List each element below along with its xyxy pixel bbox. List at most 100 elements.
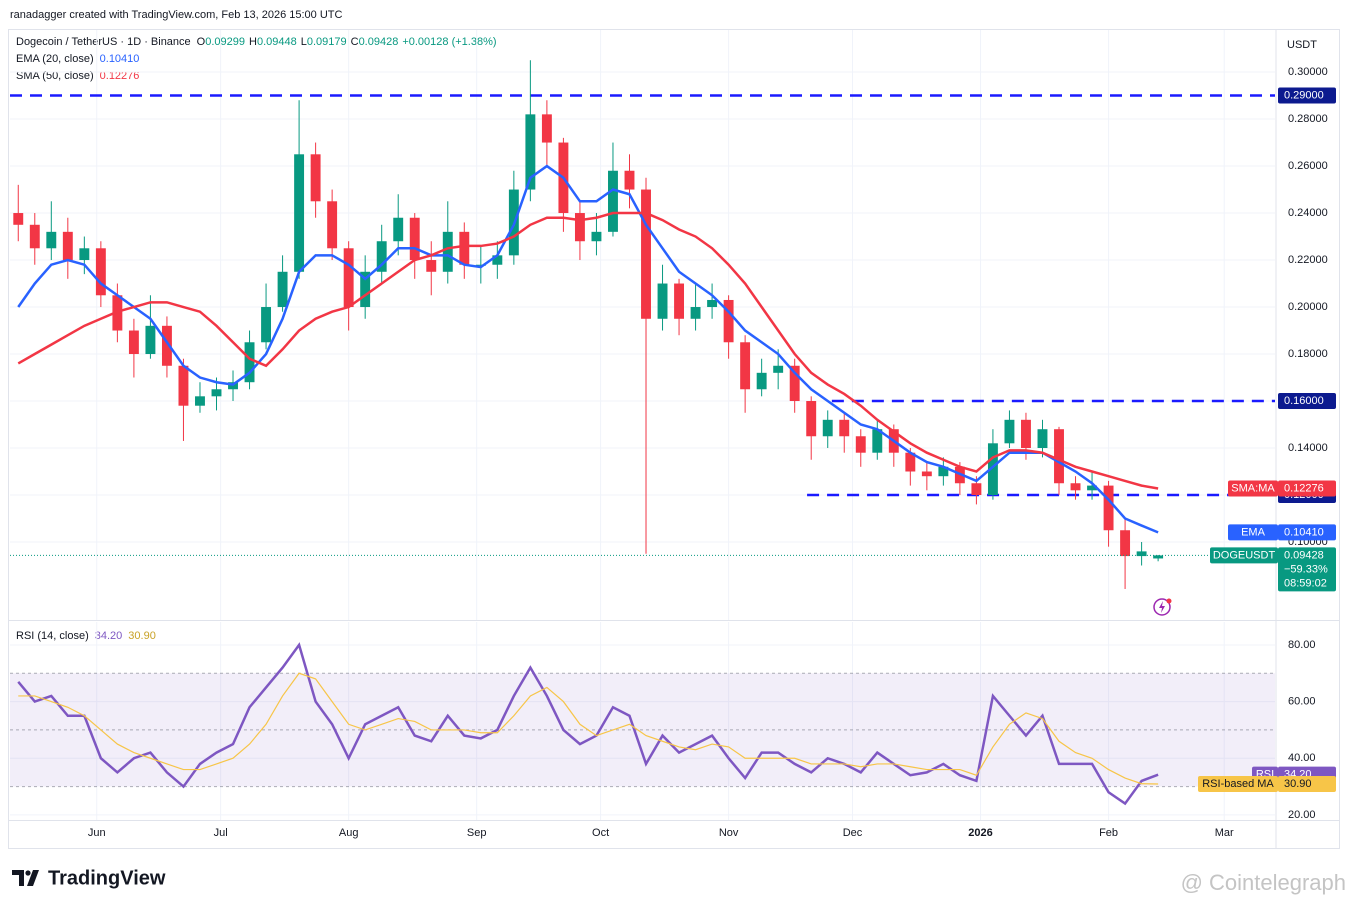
axis-tag: [1278, 547, 1336, 592]
candle-body: [360, 271, 371, 308]
candle-body: [987, 443, 998, 495]
x-tick-label: Mar: [1215, 827, 1234, 839]
candle-body: [855, 436, 866, 453]
y-tick-label: 60.00: [1288, 696, 1316, 708]
y-tick-label: 0.30000: [1288, 66, 1328, 78]
candle-body: [1070, 483, 1081, 491]
candle-body: [145, 325, 156, 355]
candle-body: [624, 170, 635, 190]
candle-body: [211, 389, 222, 397]
series-tag: [1228, 524, 1278, 541]
y-tick-label: 20.00: [1288, 809, 1316, 821]
axis-tag-text: −59.33%: [1284, 563, 1328, 575]
candle-body: [195, 396, 205, 406]
axis-tag-text: 30.90: [1284, 778, 1312, 790]
candle-body: [294, 154, 305, 272]
legend-name: SMA (50, close): [16, 70, 94, 82]
series-tag-text: EMA: [1241, 526, 1266, 538]
candle-body: [343, 248, 354, 308]
alert-bolt: [1159, 601, 1165, 613]
x-tick-label: Aug: [339, 827, 359, 839]
candle-body: [1087, 485, 1097, 491]
unit-label: USDT: [1287, 39, 1317, 51]
candle-body: [1120, 530, 1131, 557]
marks: [10, 60, 1275, 806]
tv-logo: [12, 870, 39, 886]
axis-tag-text: 0.10410: [1284, 526, 1324, 538]
sma-legend: SMA (50, close) 0.12276: [16, 70, 139, 82]
candle-body: [261, 307, 272, 343]
series-tag-text: SMA:MA: [1231, 482, 1275, 494]
candle-body: [409, 217, 420, 261]
ohlc-value: 0.09428: [359, 36, 399, 48]
tv-logo-text: TradingView: [48, 867, 166, 889]
x-tick-label: Sep: [467, 827, 487, 839]
candle-body: [426, 260, 437, 272]
candle-body: [541, 114, 552, 143]
candle-body: [29, 224, 40, 249]
candle-body: [62, 231, 73, 261]
ohlc-key: O: [197, 36, 206, 48]
watermark: @ Cointelegraph: [1181, 870, 1346, 895]
y-tick-label: 0.22000: [1288, 254, 1328, 266]
candle-body: [393, 217, 404, 242]
candle-body: [1037, 429, 1048, 449]
candle-body: [657, 283, 668, 319]
candle-body: [1004, 419, 1015, 444]
legend-name: EMA (20, close): [16, 53, 94, 65]
candle-body: [1054, 429, 1064, 484]
y-tick-label: 0.18000: [1288, 348, 1328, 360]
y-tick-label: 40.00: [1288, 752, 1316, 764]
candle-body: [756, 372, 767, 390]
axes: Jun Jul Aug Sep Oct Nov Dec 2026 Feb Mar0.100000.…: [88, 66, 1336, 839]
series-line: [18, 672, 1159, 785]
axis-tag: [1278, 393, 1336, 410]
candle-body: [327, 201, 338, 249]
candle-body: [178, 365, 189, 406]
candle-body: [822, 419, 833, 437]
legend-value: 30.90: [128, 630, 156, 642]
x-tick-label: Oct: [592, 827, 609, 839]
candle-body: [806, 401, 817, 437]
candle-body: [608, 170, 618, 232]
y-tick-label: 0.20000: [1288, 301, 1328, 313]
ohlc-value: 0.09448: [257, 36, 297, 48]
candle-body: [79, 248, 90, 261]
candle-body: [277, 271, 288, 308]
y-tick-label: 0.24000: [1288, 207, 1328, 219]
series-line: [17, 164, 1159, 534]
candle-body: [789, 365, 800, 402]
candle-body: [674, 283, 685, 319]
candle-body: [773, 365, 784, 373]
candle-body: [310, 154, 321, 202]
axis-tag: [1278, 480, 1336, 497]
symbol-legend: Dogecoin / TetherUS · 1D · Binance O0.092…: [16, 36, 497, 48]
alert-ring: [1153, 598, 1171, 616]
axis-tag-text: 0.16000: [1284, 395, 1324, 407]
credit: ranadagger created with TradingView.com,…: [10, 9, 342, 21]
candle-body: [492, 255, 503, 265]
candle-body: [95, 248, 106, 296]
y-tick-label: 0.14000: [1288, 442, 1328, 454]
candle-body: [1021, 419, 1031, 449]
chart-frame: [8, 29, 1340, 849]
axis-tag-text: 0.12276: [1284, 482, 1324, 494]
candle-body: [13, 213, 24, 225]
axis-tag-text: 08:59:02: [1284, 577, 1327, 589]
x-tick-label: Feb: [1099, 827, 1118, 839]
candle-body: [938, 466, 949, 477]
candle-body: [872, 429, 883, 453]
candle-body: [971, 483, 982, 495]
x-tick-label: 2026: [968, 827, 992, 839]
candle-body: [723, 299, 734, 343]
alert-icon[interactable]: [1153, 598, 1172, 616]
candle-body: [459, 231, 470, 265]
candle-body: [690, 307, 701, 319]
y-tick-label: 80.00: [1288, 639, 1316, 651]
y-tick-label: 0.28000: [1288, 113, 1328, 125]
tv-logo-mark: [12, 870, 39, 886]
series-tag-text: RSI-based MA: [1202, 778, 1274, 790]
x-tick-label: Jul: [214, 827, 228, 839]
